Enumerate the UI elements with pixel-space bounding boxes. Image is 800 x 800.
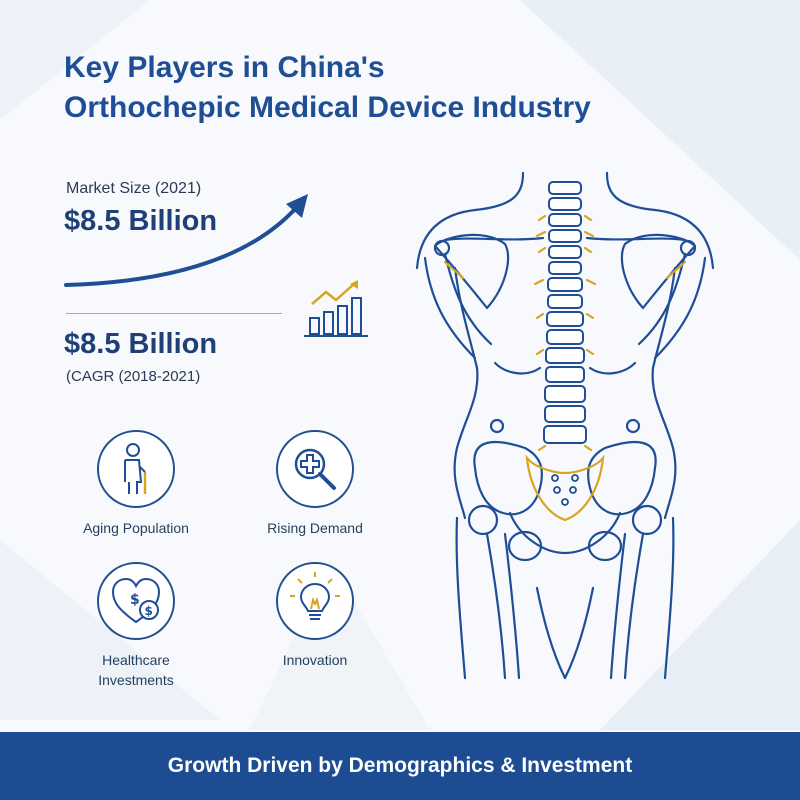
driver-aging-population: Aging Population (66, 430, 206, 538)
bar-chart-icon (304, 280, 368, 337)
svg-text:$: $ (130, 592, 140, 608)
svg-text:$: $ (145, 604, 153, 618)
skeleton-illustration (415, 171, 715, 680)
magnifier-medical-cross-icon (294, 448, 336, 490)
cagr-value: $8.5 Billion (64, 328, 218, 360)
cagr-label: (CAGR (2018-2021) (66, 368, 201, 385)
driver-healthcare-investments: $ $ Healthcare Investments (66, 562, 206, 690)
title-line-2: Orthochepic Medical Device Industry (64, 91, 591, 124)
heart-dollar-icon: $ $ (111, 577, 161, 624)
footer-text: Growth Driven by Demographics & Investme… (167, 754, 633, 777)
footer-banner: Growth Driven by Demographics & Investme… (0, 732, 800, 800)
driver-rising-demand: Rising Demand (245, 430, 385, 538)
lightbulb-icon (290, 572, 340, 620)
driver-label: Innovation (282, 652, 348, 668)
market-size-label: Market Size (2021) (66, 180, 202, 197)
page-title: Key Players in China's Orthochepic Medic… (64, 48, 684, 128)
driver-label: Aging Population (83, 520, 189, 536)
driver-label: Rising Demand (267, 520, 363, 536)
driver-label: Healthcare Investments (98, 652, 174, 688)
elderly-person-icon (124, 443, 147, 494)
growth-arrow-icon (64, 194, 308, 287)
divider (66, 313, 282, 314)
title-line-1: Key Players in China's (64, 51, 385, 84)
driver-innovation: Innovation (245, 562, 385, 670)
market-size-value: $8.5 Billion (64, 205, 218, 237)
